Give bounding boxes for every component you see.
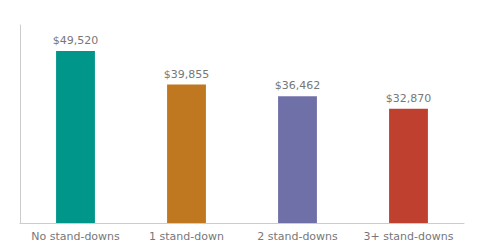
svg-text:$36,462: $36,462 xyxy=(275,79,321,92)
svg-text:No stand-downs: No stand-downs xyxy=(31,230,120,243)
svg-text:3+ stand-downs: 3+ stand-downs xyxy=(364,230,454,243)
svg-text:2 stand-downs: 2 stand-downs xyxy=(257,230,338,243)
svg-text:$32,870: $32,870 xyxy=(386,92,432,105)
svg-text:1 stand-down: 1 stand-down xyxy=(149,230,224,243)
svg-text:$39,855: $39,855 xyxy=(164,68,210,81)
svg-text:$49,520: $49,520 xyxy=(53,34,99,47)
